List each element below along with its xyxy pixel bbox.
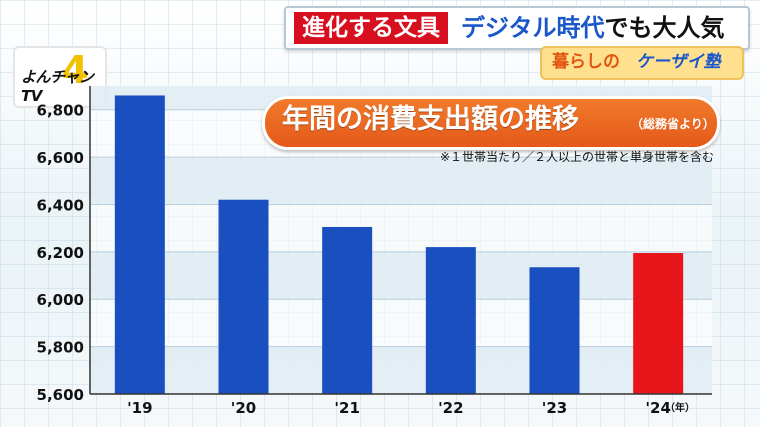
caption-blue-label: デジタル時代でも大人気 [461, 12, 725, 44]
y-tick-label: 6,000 [37, 291, 84, 309]
x-tick-label: '20 [231, 399, 256, 417]
bar-20 [218, 199, 269, 394]
grid-bands [90, 86, 712, 394]
y-tick-label: 6,200 [37, 244, 84, 262]
bar-21 [322, 226, 373, 394]
chart-source: （総務省より） [631, 117, 715, 131]
channel-logo: 4 よんチャンTV [13, 46, 107, 108]
y-axis-ticks: 5,600 5,800 6,000 6,200 6,400 6,600 6,800 [37, 102, 84, 404]
series-tag: 暮らしの ケーザイ塾 [540, 46, 744, 80]
y-tick-label: 5,800 [37, 339, 84, 357]
y-tick-label: 6,600 [37, 149, 84, 167]
chart-title-pill [262, 96, 720, 150]
series-tag-name: ケーザイ塾 [636, 52, 721, 72]
series-tag-prefix: 暮らしの [552, 52, 620, 72]
logo-text: よんチャンTV [21, 68, 94, 105]
x-tick-label: '19 [127, 399, 152, 417]
x-axis-ticks: '19 '20 '21 '22 '23 '24（年） [127, 399, 695, 417]
chart-title: 年間の消費支出額の推移 [282, 104, 579, 135]
logo-mark: 4 [62, 48, 89, 92]
caption-tail-text: でも大人気 [604, 14, 725, 42]
grid-band [90, 251, 712, 300]
grid-band [90, 157, 712, 205]
grid-band [90, 346, 712, 394]
bar-24 [633, 253, 684, 394]
caption-red-label: 進化する文具 [294, 12, 448, 44]
y-tick-label: 5,600 [37, 386, 84, 404]
caption-blue-text: デジタル時代 [461, 14, 605, 42]
caption-bar: 進化する文具 デジタル時代でも大人気 [0, 0, 760, 52]
x-tick-label: '24 [645, 399, 670, 417]
x-tick-label: '23 [542, 399, 567, 417]
y-tick-label: 6,400 [37, 196, 84, 214]
bar-19 [114, 95, 165, 394]
y-tick-label: 6,800 [37, 102, 84, 120]
chart-note: ※１世帯当たり／２人以上の世帯と単身世帯を含む [440, 150, 715, 164]
bar-22 [425, 247, 476, 394]
bar-23 [529, 267, 580, 394]
x-tick-label: '21 [334, 399, 359, 417]
x-tick-label: '22 [438, 399, 463, 417]
bars [114, 95, 684, 394]
x-unit-label: （年） [665, 401, 695, 414]
